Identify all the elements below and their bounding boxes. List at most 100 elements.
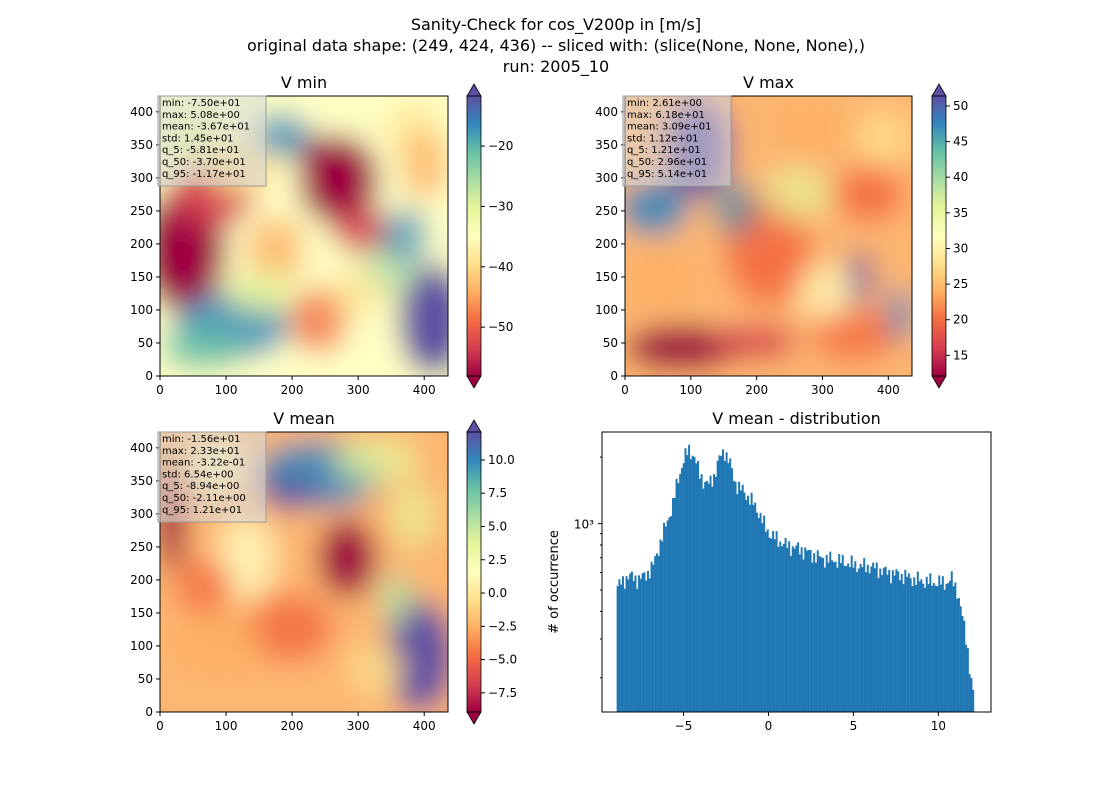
histogram-bar — [863, 557, 866, 712]
histogram-bar — [679, 474, 682, 712]
stats-line: mean: -3.22e-01 — [162, 458, 245, 469]
heatmap-region — [318, 518, 377, 598]
y-tick-label: 200 — [130, 573, 153, 587]
x-tick-label: −5 — [675, 719, 693, 733]
histogram-bar — [850, 555, 853, 712]
histogram-bar — [820, 557, 823, 712]
histogram-bar — [759, 512, 762, 712]
histogram-bar — [654, 556, 657, 712]
histogram-bar — [934, 585, 937, 712]
heatmap-region — [327, 269, 385, 315]
histogram-bar — [627, 579, 630, 712]
histogram-bar — [695, 463, 698, 712]
histogram-bar — [968, 674, 971, 712]
x-tick-label: 300 — [347, 719, 370, 733]
panel-v-mean-distribution: V mean - distribution −5 0 5 10 10³ # of occur… — [547, 409, 992, 733]
histogram-bar — [641, 573, 644, 712]
histogram-bar — [957, 597, 960, 712]
colorbar-frame — [466, 95, 482, 377]
heatmap-region — [625, 325, 740, 371]
heatmap-region — [889, 286, 912, 343]
histogram-bar — [718, 455, 721, 712]
histogram-bar — [745, 499, 748, 712]
histogram-bars — [616, 444, 975, 712]
histogram-bar — [839, 563, 842, 712]
x-tick-label: 200 — [281, 719, 304, 733]
histogram-bar — [770, 538, 773, 712]
histogram-bar — [727, 463, 730, 712]
colorbar-tick-label: 20 — [953, 313, 968, 327]
histogram-bar — [797, 542, 800, 712]
histogram-bar — [766, 529, 769, 712]
histogram-bar — [791, 546, 794, 712]
histogram-bar — [750, 492, 753, 712]
histogram-bar — [838, 554, 841, 712]
histogram-bar — [643, 572, 646, 712]
heatmap-image — [160, 432, 448, 712]
panel-title: V min — [281, 73, 327, 92]
histogram-bar — [700, 474, 703, 712]
x-tick-label: 300 — [811, 383, 834, 397]
histogram-bar — [711, 486, 714, 712]
histogram-bar — [729, 458, 732, 712]
heatmap-region — [630, 250, 689, 306]
histogram-bar — [789, 555, 792, 712]
histogram-bar — [723, 460, 726, 712]
histogram-bar — [900, 573, 903, 712]
histogram-bar — [664, 526, 667, 712]
histogram-bar — [872, 562, 875, 712]
histogram-bar — [834, 561, 837, 712]
histogram-bar — [848, 567, 851, 712]
suptitle-line-3: run: 2005_10 — [503, 57, 609, 77]
histogram-bar — [743, 492, 746, 712]
axes-frame — [159, 95, 449, 377]
histogram-bar — [879, 568, 882, 712]
histogram-bar — [841, 554, 844, 712]
histogram-bar — [784, 537, 787, 712]
y-tick-label: 150 — [595, 270, 618, 284]
panel-title: V mean - distribution — [712, 409, 881, 428]
heatmap-region — [401, 132, 448, 200]
heatmap-region — [381, 208, 428, 264]
colorbar-tick-label: −40 — [488, 260, 513, 274]
stats-line: max: 5.08e+00 — [162, 110, 240, 121]
stats-line: q_5: 1.21e+01 — [627, 145, 701, 156]
histogram-bar — [722, 449, 725, 712]
stats-line: q_95: 1.21e+01 — [162, 505, 242, 516]
histogram-bar — [686, 454, 689, 712]
x-tick-label: 400 — [413, 719, 436, 733]
colorbar-tick-label: −50 — [488, 320, 513, 334]
histogram-bar — [763, 515, 766, 712]
histogram-bar — [739, 490, 742, 712]
y-tick-label: 150 — [130, 606, 153, 620]
histogram-bar — [938, 575, 941, 712]
histogram-bar — [857, 568, 860, 712]
histogram-bar — [816, 550, 819, 712]
heatmap-region — [854, 110, 912, 166]
histogram-bar — [761, 523, 764, 712]
histogram-bar — [856, 572, 859, 712]
histogram-bar — [915, 585, 918, 712]
colorbar-gradient — [932, 96, 946, 376]
histogram-bar — [832, 562, 835, 712]
histogram-bar — [807, 549, 810, 712]
histogram-bar — [781, 546, 784, 712]
colorbar-tick-label: 50 — [953, 99, 968, 113]
histogram-bar — [720, 456, 723, 712]
histogram-bar — [823, 567, 826, 712]
colorbar-extend-bottom — [931, 375, 947, 389]
histogram-bar — [811, 562, 814, 712]
histogram-bar — [870, 566, 873, 712]
histogram-bar — [927, 584, 930, 712]
histogram-bar — [923, 587, 926, 712]
stats-line: q_50: 2.96e+01 — [627, 157, 707, 168]
histogram-bar — [966, 648, 969, 712]
histogram-bar — [941, 576, 944, 712]
x-tick-label: 100 — [215, 383, 238, 397]
heatmap-region — [347, 642, 405, 698]
histogram-bar — [757, 518, 760, 712]
histogram-bar — [734, 481, 737, 712]
histogram-bar — [907, 573, 910, 712]
histogram-bar — [918, 581, 921, 712]
colorbar-tick-label: 30 — [953, 241, 968, 255]
